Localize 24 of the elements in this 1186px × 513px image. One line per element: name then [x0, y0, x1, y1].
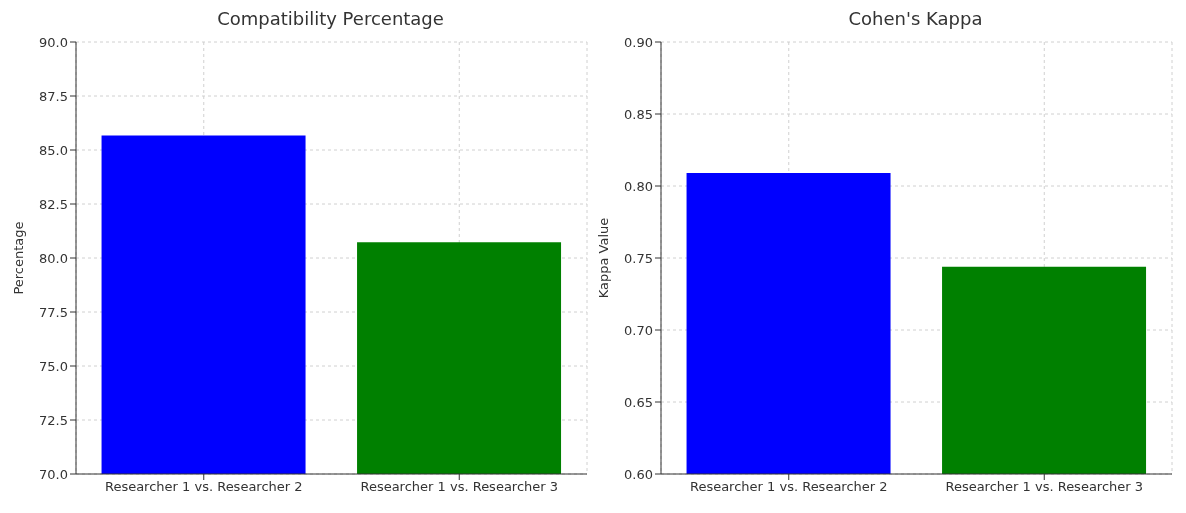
y-tick-label: 0.85 [624, 106, 653, 122]
y-tick-label: 77.5 [39, 304, 68, 320]
y-tick-label: 0.80 [624, 178, 653, 194]
y-tick-label: 80.0 [39, 250, 68, 266]
y-tick-label: 82.5 [39, 196, 68, 212]
y-axis-title: Kappa Value [595, 217, 611, 299]
y-tick-label: 90.0 [39, 34, 68, 50]
x-tick-label: Researcher 1 vs. Researcher 2 [104, 479, 303, 495]
chart-title: Compatibility Percentage [216, 8, 445, 31]
y-tick-label: 75.0 [39, 358, 68, 374]
x-tick-label: Researcher 1 vs. Researcher 2 [689, 479, 888, 495]
y-tick-label: 0.70 [624, 322, 653, 338]
y-tick-label: 0.65 [624, 394, 653, 410]
y-tick-label: 0.60 [624, 466, 653, 482]
x-tick-label: Researcher 1 vs. Researcher 3 [945, 479, 1144, 495]
x-tick-label: Researcher 1 vs. Researcher 3 [360, 479, 559, 495]
y-tick-label: 0.75 [624, 250, 653, 266]
y-axis-title: Percentage [10, 221, 26, 295]
y-tick-label: 70.0 [39, 466, 68, 482]
y-tick-label: 72.5 [39, 412, 68, 428]
y-tick-label: 0.90 [624, 34, 653, 50]
chart-title: Cohen's Kappa [847, 8, 984, 31]
y-tick-label: 87.5 [39, 88, 68, 104]
y-tick-label: 85.0 [39, 142, 68, 158]
